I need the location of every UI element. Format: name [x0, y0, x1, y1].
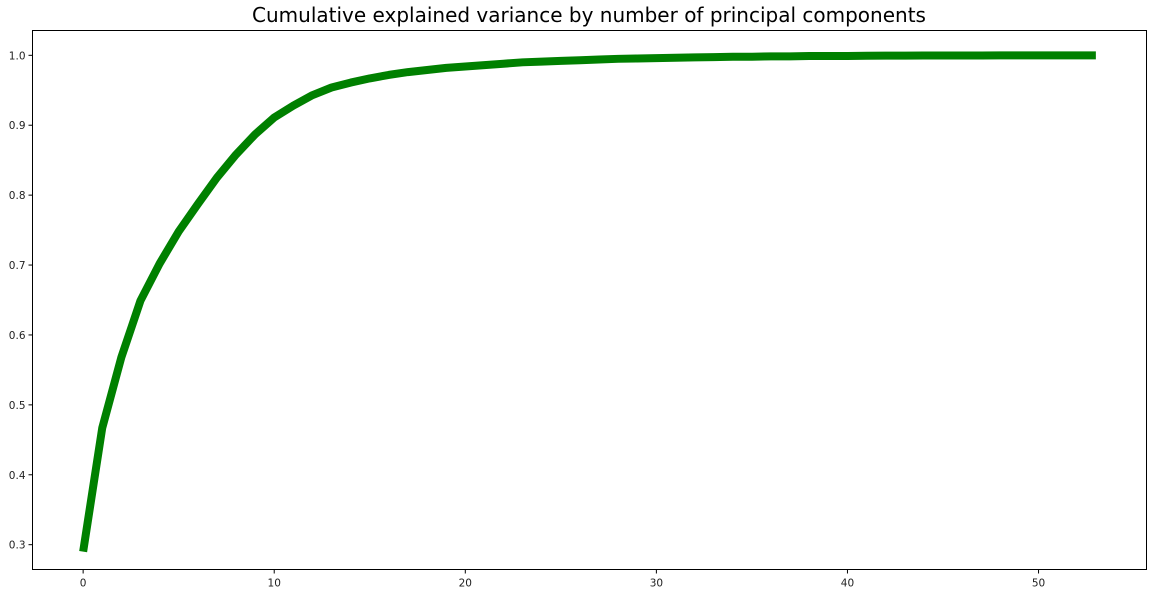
x-tick-label: 30 [650, 578, 663, 590]
y-tick-label: 0.5 [9, 400, 26, 412]
ticks-layer: 0 10 20 30 40 50 0.3 0.4 0.5 0.6 0.7 0.8 0.9 1.0 [9, 50, 1045, 589]
x-tick-label: 50 [1032, 578, 1045, 590]
x-tick-label: 20 [459, 578, 472, 590]
x-tick-label: 40 [841, 578, 854, 590]
x-tick-label: 0 [80, 578, 87, 590]
y-tick-label: 1.0 [9, 50, 26, 62]
series-layer [79, 51, 1096, 553]
chart-title: Cumulative explained variance by number … [252, 3, 926, 27]
x-tick-label: 10 [268, 578, 281, 590]
y-tick-label: 0.6 [9, 330, 26, 342]
y-tick-label: 0.7 [9, 260, 26, 272]
y-tick-label: 0.9 [9, 120, 26, 132]
series-line [79, 51, 1096, 553]
plot-frame [32, 30, 1147, 570]
y-tick-label: 0.8 [9, 190, 26, 202]
y-tick-label: 0.3 [9, 540, 26, 552]
y-tick-label: 0.4 [9, 470, 26, 482]
